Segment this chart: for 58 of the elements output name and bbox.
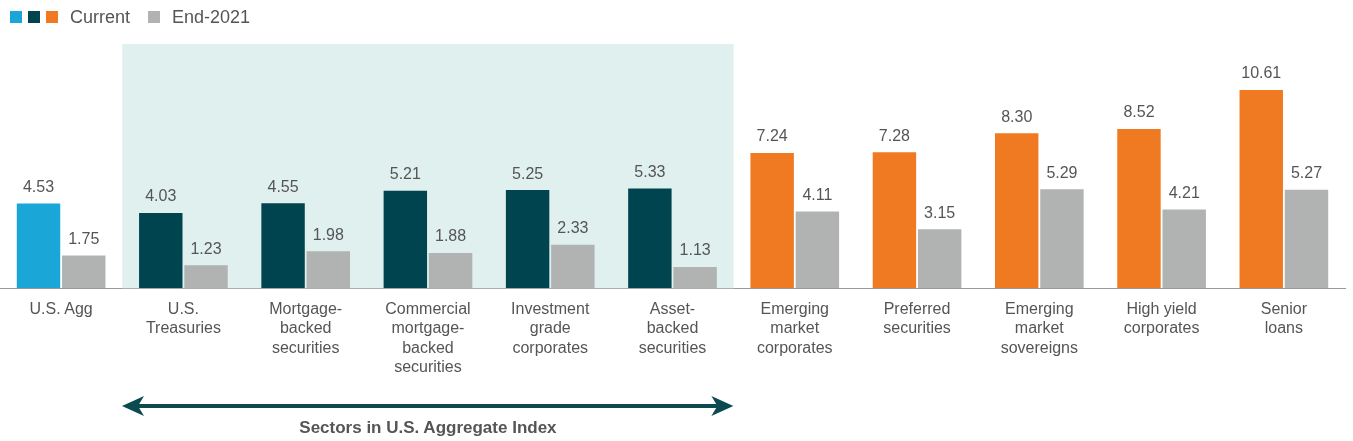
bar — [306, 251, 351, 289]
data-label: 4.53 — [22, 177, 55, 195]
x-tick-label: Preferred securities — [883, 300, 951, 337]
data-label: 5.27 — [1290, 164, 1323, 182]
bar — [628, 188, 672, 289]
data-label: 3.15 — [924, 203, 956, 221]
data-label: 10.61 — [1241, 64, 1282, 82]
bar — [139, 212, 183, 289]
x-tick-label: U.S. Agg — [29, 300, 93, 318]
data-label: 5.25 — [512, 164, 544, 182]
bar — [994, 133, 1039, 289]
data-label: 5.33 — [634, 163, 666, 181]
bar — [184, 265, 228, 289]
data-label: 5.21 — [389, 165, 422, 183]
x-tick-label: Emerging market corporates — [756, 300, 833, 356]
data-label: 7.28 — [878, 126, 911, 144]
data-label: 4.03 — [145, 187, 177, 205]
data-label: 5.29 — [1046, 163, 1078, 181]
data-label: 1.13 — [679, 241, 711, 259]
data-label: 8.52 — [1123, 103, 1155, 121]
data-label: 8.30 — [1001, 107, 1033, 125]
bar — [750, 152, 794, 289]
bar — [62, 255, 106, 289]
bar — [917, 229, 962, 289]
bar — [551, 244, 595, 289]
x-tick-label: High yield corporates — [1123, 300, 1200, 337]
bar — [795, 211, 840, 289]
legend-label: End-2021 — [172, 6, 251, 28]
x-tick-label: Commercial mortgage-backed securities — [385, 300, 471, 375]
data-label: 4.21 — [1168, 183, 1200, 201]
bar — [261, 203, 305, 289]
data-label: 1.88 — [435, 227, 467, 245]
bar — [673, 267, 717, 289]
x-tick-label: Emerging market sovereigns — [1000, 300, 1079, 356]
x-tick-label: Investment grade corporates — [511, 300, 590, 356]
data-label: 1.23 — [190, 239, 222, 257]
data-label: 1.75 — [68, 229, 100, 247]
bar — [383, 190, 428, 289]
bar — [1284, 189, 1329, 289]
bar — [1239, 89, 1283, 289]
data-label: 4.55 — [267, 177, 299, 195]
bar — [1162, 209, 1206, 289]
data-label: 1.98 — [312, 225, 344, 243]
x-tick-label: Mortgage-backed securities — [269, 300, 343, 356]
bar — [505, 190, 550, 289]
data-label: 2.33 — [557, 219, 589, 237]
x-tick-label: U.S. Treasuries — [145, 300, 221, 337]
data-label: 7.24 — [756, 127, 788, 145]
bar — [1117, 129, 1161, 289]
bar — [16, 203, 61, 289]
data-label: 4.11 — [802, 185, 833, 203]
x-tick-label: Senior loans — [1260, 300, 1308, 337]
text: Sectors in U.S. Aggregate Index — [298, 418, 558, 438]
bar — [872, 152, 917, 289]
bar — [1040, 189, 1084, 289]
bar — [428, 253, 473, 289]
x-tick-label: Asset-backed securities — [638, 300, 707, 356]
legend-label: Current — [70, 6, 131, 28]
